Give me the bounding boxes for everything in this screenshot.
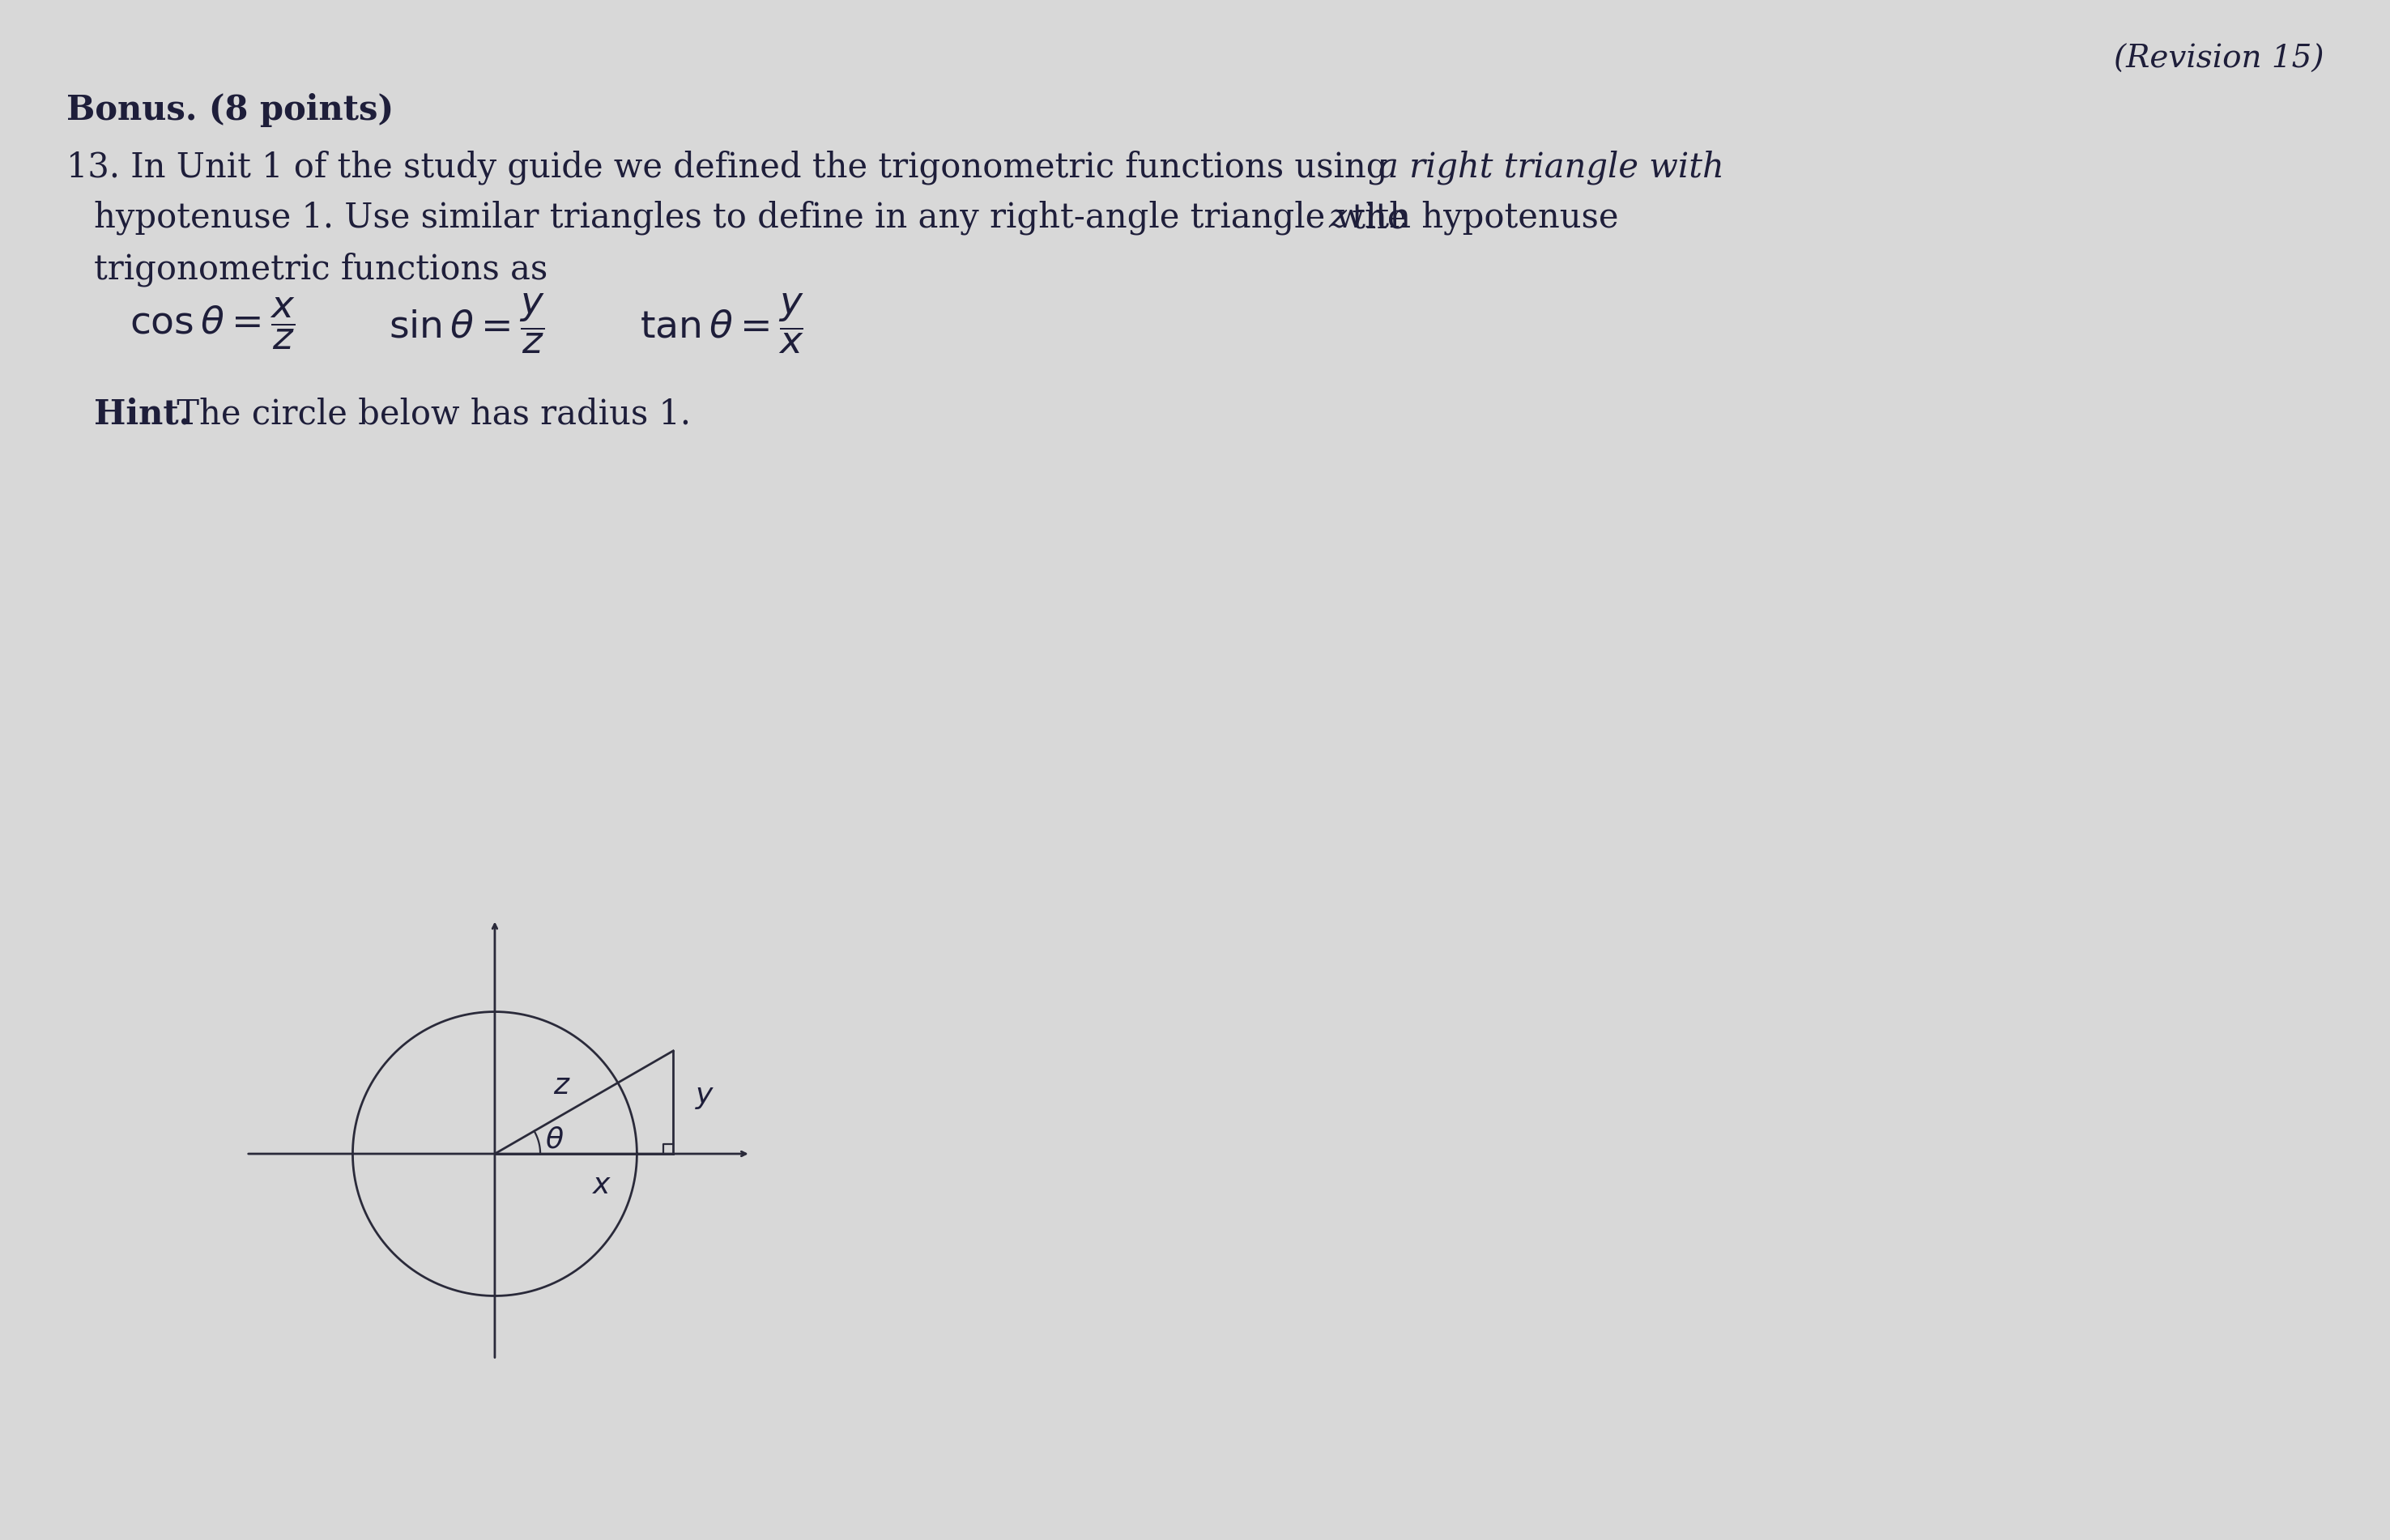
Text: $y$: $y$ [695,1084,715,1110]
Text: $z$: $z$ [552,1072,571,1100]
Text: $\sin\theta = \dfrac{y}{z}$: $\sin\theta = \dfrac{y}{z}$ [390,293,545,356]
Text: trigonometric functions as: trigonometric functions as [93,253,547,286]
Text: 13. In Unit 1 of the study guide we defined the trigonometric functions using: 13. In Unit 1 of the study guide we defi… [67,149,1398,185]
Text: (Revision 15): (Revision 15) [2115,45,2325,74]
Text: $\cos\theta = \dfrac{x}{z}$: $\cos\theta = \dfrac{x}{z}$ [129,296,294,351]
Text: $\tan\theta = \dfrac{y}{x}$: $\tan\theta = \dfrac{y}{x}$ [641,293,803,356]
Text: z: z [1329,200,1346,234]
Text: hypotenuse 1. Use similar triangles to define in any right-angle triangle with h: hypotenuse 1. Use similar triangles to d… [93,200,1630,236]
Text: Bonus. (8 points): Bonus. (8 points) [67,92,394,128]
Text: The circle below has radius 1.: The circle below has radius 1. [165,397,691,431]
Text: $\theta$: $\theta$ [545,1126,564,1153]
Text: a right triangle with: a right triangle with [1379,149,1723,185]
Text: Hint.: Hint. [93,397,191,431]
Text: the: the [1341,200,1408,234]
Text: $x$: $x$ [593,1172,612,1198]
